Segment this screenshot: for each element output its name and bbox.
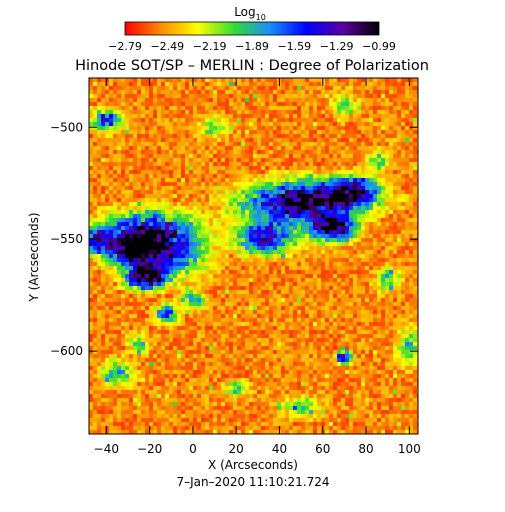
x-tick-label: 40 xyxy=(272,442,287,456)
colorbar-strip xyxy=(124,21,380,36)
colorbar-tick-label: −1.89 xyxy=(235,40,269,53)
chart-title: Hinode SOT/SP – MERLIN : Degree of Polar… xyxy=(75,58,429,74)
y-tick-label: −600 xyxy=(50,344,83,358)
plot-frame xyxy=(88,77,419,435)
y-axis-label: Y (Arcseconds) xyxy=(27,212,41,302)
x-tick-label: 100 xyxy=(398,442,421,456)
x-tick-label: 20 xyxy=(229,442,244,456)
colorbar-label-sub: 10 xyxy=(256,13,266,22)
y-axis: −500 −550 −600 xyxy=(50,120,418,358)
y-tick-label: −550 xyxy=(50,232,83,246)
colorbar-label-main: Log xyxy=(234,5,255,19)
timestamp: 7–Jan–2020 11:10:21.724 xyxy=(176,475,329,489)
x-tick-label: 80 xyxy=(358,442,373,456)
colorbar-tick-label: −0.99 xyxy=(362,40,396,53)
colorbar-tick-label: −2.19 xyxy=(193,40,227,53)
colorbar: Log10 −2.79 −2.49 −2.19 −1.89 −1.59 −1.29 −0.9… xyxy=(108,5,396,53)
x-tick-label: 0 xyxy=(189,442,197,456)
heatmap-image xyxy=(89,78,418,434)
colorbar-label: Log10 xyxy=(234,5,266,22)
colorbar-tick-label: −1.29 xyxy=(320,40,354,53)
x-tick-label: 60 xyxy=(315,442,330,456)
x-axis: −40 −20 0 20 40 60 80 100 xyxy=(94,78,421,456)
colorbar-tick-label: −1.59 xyxy=(277,40,311,53)
y-tick-label: −500 xyxy=(50,120,83,134)
x-tick-label: −40 xyxy=(94,442,119,456)
x-tick-label: −20 xyxy=(137,442,162,456)
colorbar-tick-label: −2.49 xyxy=(150,40,184,53)
plot-area xyxy=(88,77,419,435)
colorbar-tick-label: −2.79 xyxy=(108,40,142,53)
colorbar-ticks: −2.79 −2.49 −2.19 −1.89 −1.59 −1.29 −0.99 xyxy=(108,40,396,53)
x-axis-label: X (Arcseconds) xyxy=(208,458,298,472)
